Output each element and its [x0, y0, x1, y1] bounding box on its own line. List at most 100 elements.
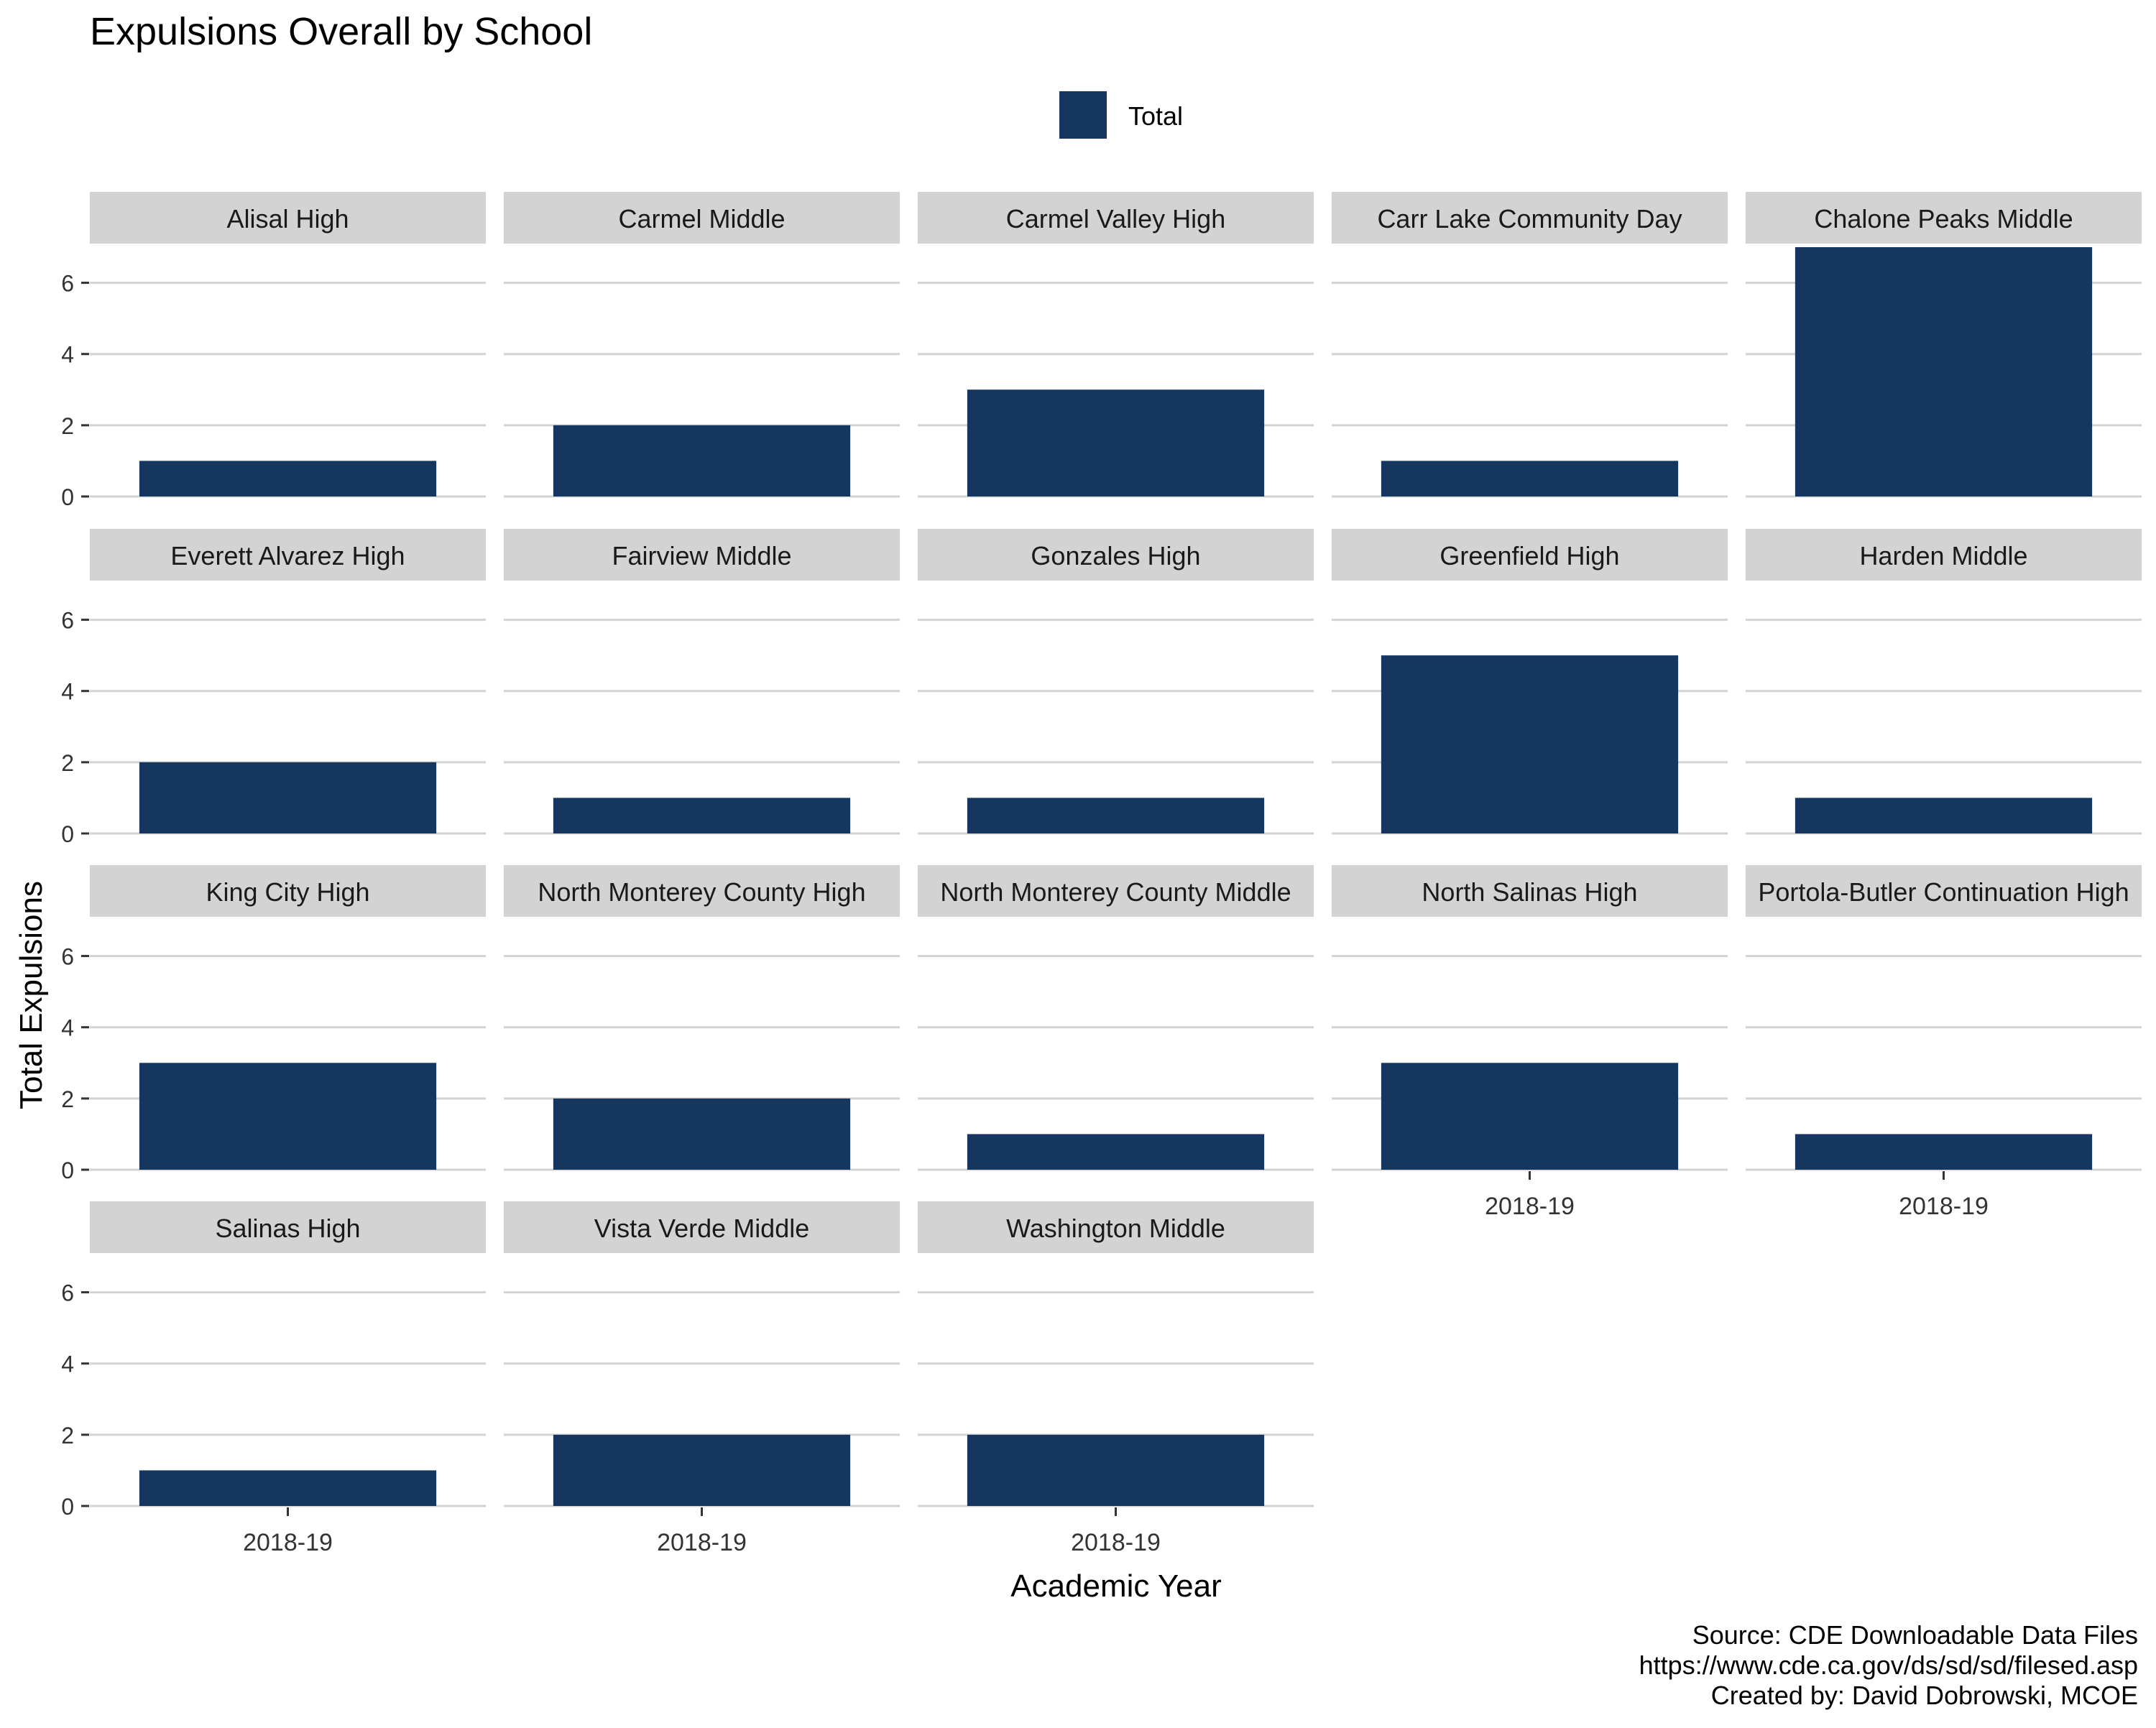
facet-strip [1746, 865, 2142, 917]
y-tick-label: 0 [61, 821, 74, 847]
legend-label-total: Total [1128, 101, 1183, 131]
facet-label: Everett Alvarez High [170, 541, 405, 570]
facet-strip [918, 1201, 1314, 1253]
y-tick-label: 2 [61, 1086, 74, 1112]
x-tick-label: 2018-19 [657, 1529, 747, 1556]
legend-key-total [1059, 91, 1107, 139]
facet-alisal-high: Alisal High 0 2 4 6 [61, 192, 486, 510]
bar-gonzales-high [967, 798, 1265, 833]
facet-north-monterey-county-middle: North Monterey County Middle [918, 865, 1314, 1171]
y-tick-label: 4 [61, 1352, 74, 1377]
y-tick-label: 0 [61, 1158, 74, 1183]
facet-portola-butler-continuation-high: Portola-Butler Continuation High 2018-19 [1746, 865, 2142, 1220]
caption-line-3: Created by: David Dobrowski, MCOE [1711, 1681, 2138, 1710]
facet-carmel-middle: Carmel Middle [504, 192, 900, 498]
facet-strip [918, 865, 1314, 917]
facet-north-salinas-high: North Salinas High 2018-19 [1332, 865, 1728, 1220]
facet-salinas-high: Salinas High 0 2 4 6 2018-19 [61, 1201, 486, 1556]
facet-strip [1746, 529, 2142, 581]
bar-north-monterey-county-high [553, 1098, 851, 1170]
bar-portola-butler-continuation-high [1795, 1134, 2093, 1170]
facet-king-city-high: King City High 0 2 4 6 [61, 865, 486, 1183]
x-axis-title: Academic Year [1010, 1568, 1222, 1604]
facet-carmel-valley-high: Carmel Valley High [918, 192, 1314, 498]
facet-label: North Monterey County Middle [940, 877, 1291, 907]
facet-strip [90, 192, 486, 244]
facet-label: Washington Middle [1006, 1214, 1225, 1243]
bar-carmel-valley-high [967, 389, 1265, 496]
facet-label: Alisal High [226, 204, 349, 234]
caption-line-1: Source: CDE Downloadable Data Files [1692, 1620, 2138, 1650]
facet-label: North Salinas High [1422, 877, 1637, 907]
bar-north-monterey-county-middle [967, 1134, 1265, 1170]
facet-washington-middle: Washington Middle 2018-19 [918, 1201, 1314, 1556]
y-tick-label: 2 [61, 1423, 74, 1449]
facet-label: Greenfield High [1439, 541, 1619, 570]
bar-harden-middle [1795, 798, 2093, 833]
bar-chalone-peaks-middle [1795, 247, 2093, 496]
y-tick-label: 2 [61, 413, 74, 439]
bar-everett-alvarez-high [139, 762, 437, 833]
y-tick-label: 6 [61, 944, 74, 970]
facet-fairview-middle: Fairview Middle [504, 529, 900, 835]
bar-fairview-middle [553, 798, 851, 833]
facet-harden-middle: Harden Middle [1746, 529, 2142, 835]
facet-label: North Monterey County High [538, 877, 865, 907]
facet-strip [504, 865, 900, 917]
legend: Total [1059, 91, 1183, 139]
facet-label: Portola-Butler Continuation High [1758, 877, 2129, 907]
y-tick-label: 6 [61, 1280, 74, 1306]
facet-strip [504, 1201, 900, 1253]
y-tick-label: 0 [61, 1494, 74, 1520]
x-tick-label: 2018-19 [1071, 1529, 1161, 1556]
bar-king-city-high [139, 1063, 437, 1170]
facet-strip [90, 865, 486, 917]
facet-carr-lake-community-day: Carr Lake Community Day [1332, 192, 1728, 498]
facet-label: Fairview Middle [612, 541, 791, 570]
y-tick-label: 6 [61, 608, 74, 634]
facet-strip [918, 529, 1314, 581]
x-tick-label: 2018-19 [243, 1529, 333, 1556]
facet-strip [918, 192, 1314, 244]
facet-label: Chalone Peaks Middle [1814, 204, 2073, 234]
bar-carmel-middle [553, 425, 851, 496]
facet-strip [1332, 529, 1728, 581]
facet-label: Carmel Middle [618, 204, 785, 234]
bar-salinas-high [139, 1470, 437, 1506]
facet-greenfield-high: Greenfield High [1332, 529, 1728, 835]
facet-strip [1332, 865, 1728, 917]
bar-vista-verde-middle [553, 1434, 851, 1506]
chart-title: Expulsions Overall by School [90, 10, 592, 53]
y-tick-label: 2 [61, 750, 74, 776]
y-tick-label: 4 [61, 679, 74, 705]
x-tick-label: 2018-19 [1485, 1193, 1575, 1220]
y-axis-title: Total Expulsions [14, 881, 49, 1109]
bar-greenfield-high [1381, 655, 1679, 833]
facet-label: Vista Verde Middle [594, 1214, 810, 1243]
bar-north-salinas-high [1381, 1063, 1679, 1170]
bar-alisal-high [139, 461, 437, 496]
facet-panels: Alisal High 0 2 4 6 Carmel Middle Carmel Valle… [61, 192, 2142, 1556]
facet-label: Harden Middle [1859, 541, 2027, 570]
facet-everett-alvarez-high: Everett Alvarez High 0 2 4 6 [61, 529, 486, 847]
y-tick-label: 4 [61, 1015, 74, 1041]
bar-carr-lake-community-day [1381, 461, 1679, 496]
facet-strip [90, 529, 486, 581]
facet-strip [504, 192, 900, 244]
y-tick-label: 4 [61, 342, 74, 368]
facet-gonzales-high: Gonzales High [918, 529, 1314, 835]
bar-washington-middle [967, 1434, 1265, 1506]
caption-line-2: https://www.cde.ca.gov/ds/sd/sd/filesed.… [1639, 1650, 2138, 1680]
facet-north-monterey-county-high: North Monterey County High [504, 865, 900, 1171]
facet-strip [1332, 192, 1728, 244]
facet-strip [504, 529, 900, 581]
facet-label: Carr Lake Community Day [1377, 204, 1682, 234]
y-tick-label: 6 [61, 271, 74, 297]
caption: Source: CDE Downloadable Data Files http… [1639, 1620, 2138, 1710]
facet-chalone-peaks-middle: Chalone Peaks Middle [1746, 192, 2142, 498]
facet-label: Salinas High [215, 1214, 360, 1243]
facet-strip [90, 1201, 486, 1253]
facet-label: Carmel Valley High [1006, 204, 1225, 234]
